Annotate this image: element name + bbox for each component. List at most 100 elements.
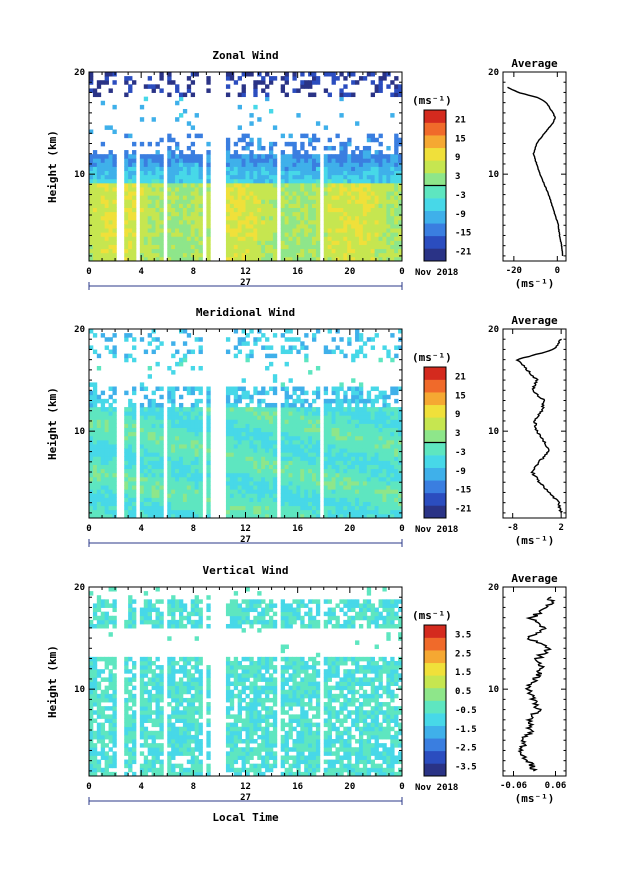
- heatmap-cell: [159, 464, 164, 470]
- heatmap-cell: [347, 166, 352, 172]
- heatmap-cell: [147, 162, 152, 167]
- heatmap-cell: [347, 195, 352, 200]
- heatmap-cell: [261, 419, 266, 424]
- heatmap-cell: [394, 353, 399, 359]
- heatmap-cell: [225, 456, 231, 461]
- heatmap-cell: [132, 252, 137, 258]
- x-tick-label: 4: [138, 524, 144, 534]
- heatmap-cell: [347, 489, 352, 494]
- heatmap-cell: [382, 460, 387, 465]
- heatmap-cell: [339, 199, 344, 204]
- heatmap-cell: [139, 730, 145, 736]
- heatmap-cell: [89, 398, 94, 404]
- heatmap-cell: [108, 232, 113, 237]
- heatmap-cell: [331, 481, 336, 486]
- heatmap-cell: [151, 195, 156, 200]
- heatmap-cell: [280, 182, 286, 188]
- heatmap-cell: [92, 211, 98, 217]
- heatmap-cell: [308, 232, 313, 237]
- heatmap-cell: [366, 407, 372, 412]
- heatmap-cell: [233, 390, 239, 396]
- heatmap-cell: [151, 423, 156, 429]
- heatmap-cell: [139, 452, 145, 457]
- heatmap-cell: [128, 767, 133, 773]
- heatmap-cell: [284, 452, 289, 457]
- heatmap-cell: [112, 386, 117, 392]
- heatmap-cell: [268, 439, 274, 445]
- heatmap-cell: [390, 485, 395, 490]
- heatmap-cell: [104, 513, 109, 519]
- heatmap-cell: [343, 232, 348, 237]
- heatmap-cell: [151, 402, 156, 408]
- heatmap-cell: [175, 513, 180, 519]
- heatmap-cell: [315, 427, 321, 433]
- heatmap-cell: [112, 739, 117, 744]
- heatmap-cell: [92, 485, 98, 490]
- heatmap-cell: [265, 435, 270, 441]
- heatmap-cell: [124, 730, 129, 736]
- heatmap-cell: [175, 141, 180, 147]
- heatmap-cell: [233, 345, 239, 350]
- heatmap-cell: [268, 80, 274, 85]
- heatmap-cell: [370, 211, 376, 217]
- heatmap-cell: [182, 232, 188, 237]
- heatmap-cell: [347, 493, 352, 498]
- heatmap-cell: [335, 423, 340, 429]
- heatmap-cell: [92, 228, 98, 233]
- heatmap-cell: [257, 232, 262, 237]
- heatmap-cell: [300, 390, 305, 396]
- heatmap-cell: [312, 407, 317, 412]
- heatmap-cell: [366, 497, 372, 502]
- heatmap-cell: [296, 162, 301, 167]
- heatmap-cell: [139, 665, 145, 670]
- heatmap-cell: [171, 240, 176, 245]
- heatmap-cell: [300, 423, 305, 429]
- heatmap-cell: [261, 448, 266, 453]
- heatmap-cell: [300, 133, 305, 139]
- heatmap-cell: [92, 248, 98, 254]
- heatmap-cell: [265, 92, 270, 98]
- heatmap-cell: [335, 244, 340, 250]
- heatmap-cell: [132, 665, 137, 670]
- heatmap-cell: [394, 178, 399, 184]
- heatmap-cell: [398, 407, 403, 412]
- heatmap-cell: [304, 398, 309, 404]
- heatmap-cell: [171, 411, 176, 416]
- heatmap-cell: [351, 92, 356, 98]
- heatmap-cell: [112, 80, 117, 85]
- heatmap-cell: [347, 411, 352, 416]
- heatmap-cell: [355, 252, 360, 258]
- heatmap-cell: [253, 427, 258, 433]
- heatmap-cell: [104, 228, 109, 233]
- heatmap-cell: [323, 236, 329, 241]
- heatmap-cell: [382, 493, 387, 498]
- heatmap-cell: [343, 228, 348, 233]
- heatmap-cell: [378, 195, 383, 200]
- heatmap-cell: [132, 423, 137, 429]
- heatmap-cell: [315, 191, 321, 196]
- heatmap-cell: [171, 203, 176, 208]
- heatmap-cell: [132, 476, 137, 482]
- heatmap-cell: [265, 228, 270, 233]
- heatmap-cell: [104, 611, 109, 617]
- heatmap-cell: [167, 485, 172, 490]
- heatmap-cell: [257, 501, 262, 507]
- heatmap-cell: [370, 481, 376, 486]
- heatmap-cell: [253, 84, 258, 89]
- heatmap-cell: [190, 493, 196, 498]
- heatmap-cell: [300, 460, 305, 465]
- heatmap-cell: [143, 178, 149, 184]
- heatmap-cell: [128, 439, 133, 445]
- heatmap-cell: [241, 509, 246, 515]
- heatmap-cell: [175, 162, 180, 167]
- heatmap-cell: [245, 341, 250, 346]
- x-tick-label: 16: [292, 524, 303, 534]
- heatmap-cell: [175, 456, 180, 461]
- heatmap-cell: [147, 248, 152, 254]
- heatmap-cell: [178, 439, 184, 445]
- heatmap-cell: [390, 232, 395, 237]
- heatmap-cell: [229, 481, 235, 486]
- heatmap-cell: [378, 513, 383, 519]
- heatmap-cell: [315, 448, 321, 453]
- heatmap-cell: [186, 195, 192, 200]
